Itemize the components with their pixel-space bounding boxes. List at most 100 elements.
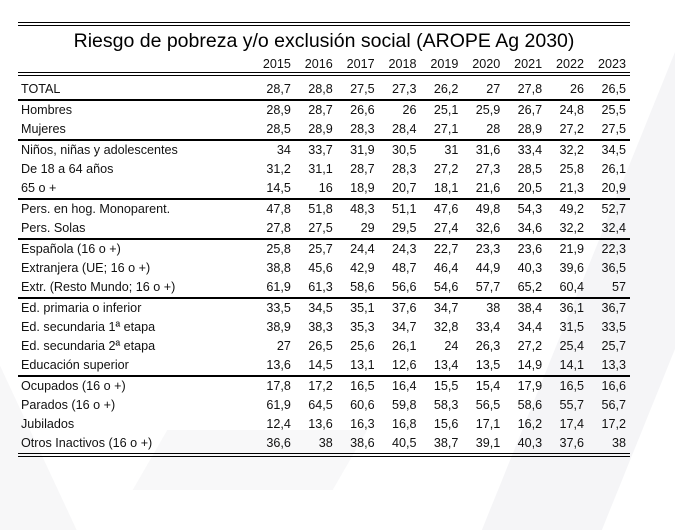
cell-value: 32,8	[433, 320, 459, 334]
cell-value: 36,1	[559, 301, 584, 315]
year-header: 2019	[430, 57, 459, 71]
cell-value: 31,5	[559, 320, 584, 334]
cell-value: 23,6	[517, 242, 543, 256]
table-title: Riesgo de pobreza y/o exclusión social (…	[73, 30, 575, 52]
row-label: Ed. primaria o inferior	[21, 301, 142, 315]
cell-value: 60,6	[350, 398, 375, 412]
cell-value: 56,5	[475, 398, 501, 412]
cell-value: 12,6	[378, 356, 421, 377]
cell-value: 17,2	[308, 379, 333, 393]
cell-value: 20,7	[378, 179, 421, 200]
cell-value: 15,5	[433, 379, 459, 393]
year-header: 2016	[304, 57, 333, 71]
cell-value: 42,9	[350, 261, 375, 275]
cell-value: 28	[462, 120, 505, 141]
table-row: Otros Inactivos (16 o +) 36,6 38 38,6 40,5 38…	[18, 434, 630, 453]
cell-value: 27,2	[546, 120, 588, 141]
table-row: Extr. (Resto Mundo; 16 o +) 61,9 61,3 58,6 5…	[18, 278, 630, 299]
cell-value: 27,3	[378, 77, 421, 101]
cell-value: 14,9	[504, 356, 547, 377]
cell-value: 27	[276, 339, 291, 353]
cell-value: 33,5	[266, 301, 291, 315]
row-label: Pers. Solas	[18, 219, 253, 240]
cell-value: 38,3	[308, 320, 333, 334]
cell-value: 32,2	[559, 143, 584, 157]
cell-value: 26,1	[601, 162, 626, 176]
row-label: Jubilados	[21, 417, 75, 431]
cell-value: 17,8	[266, 379, 291, 393]
cell-value: 28,9	[266, 103, 291, 117]
cell-value: 38,9	[266, 320, 291, 334]
table-body: TOTAL 28,7 28,8 27,5 27,3 26,2 27 27,8 26 26,5 Hom…	[18, 77, 630, 453]
cell-value: 55,7	[559, 398, 584, 412]
cell-value: 26,6	[350, 103, 375, 117]
cell-value: 31,6	[475, 143, 501, 157]
cell-value: 34,5	[601, 143, 626, 157]
cell-value: 52,7	[601, 202, 626, 216]
cell-value: 31,1	[308, 162, 333, 176]
cell-value: 29,5	[378, 219, 421, 240]
cell-value: 28,5	[253, 120, 295, 141]
cell-value: 34,5	[308, 301, 333, 315]
year-header-row: 2015 2016 2017 2018 2019 2020 2021 2022 2023	[18, 55, 630, 77]
cell-value: 16,8	[391, 417, 417, 431]
cell-value: 60,4	[546, 278, 588, 299]
cell-value: 25,9	[475, 103, 501, 117]
cell-value: 16,2	[517, 417, 543, 431]
cell-value: 16,5	[559, 379, 584, 393]
cell-value: 32,4	[588, 219, 630, 240]
cell-value: 22,3	[601, 242, 626, 256]
cell-value: 28,3	[336, 120, 379, 141]
cell-value: 24,4	[350, 242, 375, 256]
cell-value: 32,2	[546, 219, 588, 240]
cell-value: 56,6	[378, 278, 421, 299]
cell-value: 40,3	[517, 261, 543, 275]
cell-value: 27,1	[420, 120, 463, 141]
year-header: 2017	[346, 57, 375, 71]
cell-value: 16,4	[391, 379, 417, 393]
row-label: Hombres	[21, 103, 73, 117]
cell-value: 26,3	[475, 339, 501, 353]
table-row: Extranjera (UE; 16 o +) 38,8 45,6 42,9 48,7 4…	[18, 259, 630, 278]
cell-value: 38	[611, 436, 626, 450]
cell-value: 17,1	[475, 417, 501, 431]
cell-value: 44,9	[475, 261, 501, 275]
row-label: Educación superior	[18, 356, 253, 377]
cell-value: 28,7	[253, 77, 295, 101]
table-row: Parados (16 o +) 61,9 64,5 60,6 59,8 58,3 56,5…	[18, 396, 630, 415]
cell-value: 37,6	[391, 301, 417, 315]
cell-value: 56,7	[601, 398, 626, 412]
cell-value: 34,7	[433, 301, 459, 315]
year-header: 2022	[555, 57, 584, 71]
cell-value: 30,5	[391, 143, 417, 157]
cell-value: 17,9	[517, 379, 543, 393]
cell-value: 28,4	[378, 120, 421, 141]
cell-value: 31,2	[266, 162, 291, 176]
cell-value: 28,9	[294, 120, 337, 141]
table-row: Española (16 o +) 25,8 25,7 24,4 24,3 22,7 23,…	[18, 239, 630, 259]
cell-value: 39,6	[559, 261, 584, 275]
cell-value: 34,7	[391, 320, 417, 334]
cell-value: 13,3	[588, 356, 630, 377]
cell-value: 48,3	[350, 202, 375, 216]
cell-value: 35,1	[350, 301, 375, 315]
cell-value: 14,1	[546, 356, 588, 377]
cell-value: 51,8	[308, 202, 333, 216]
table-row: TOTAL 28,7 28,8 27,5 27,3 26,2 27 27,8 26 26,5	[18, 77, 630, 101]
cell-value: 27,2	[517, 339, 543, 353]
cell-value: 27,5	[588, 120, 630, 141]
arope-table-document: Riesgo de pobreza y/o exclusión social (…	[18, 22, 630, 457]
cell-value: 28,5	[517, 162, 543, 176]
cell-value: 58,6	[336, 278, 379, 299]
table-row: Hombres 28,9 28,7 26,6 26 25,1 25,9 26,7 24,8 25,…	[18, 100, 630, 120]
cell-value: 27	[462, 77, 505, 101]
cell-value: 16	[294, 179, 337, 200]
header-double-rule	[18, 72, 630, 76]
cell-value: 58,3	[433, 398, 459, 412]
year-header: 2023	[597, 57, 626, 71]
cell-value: 51,1	[391, 202, 417, 216]
row-label: Parados (16 o +)	[21, 398, 116, 412]
cell-value: 25,7	[601, 339, 626, 353]
cell-value: 47,8	[266, 202, 291, 216]
row-label: Pers. en hog. Monoparent.	[21, 202, 171, 216]
